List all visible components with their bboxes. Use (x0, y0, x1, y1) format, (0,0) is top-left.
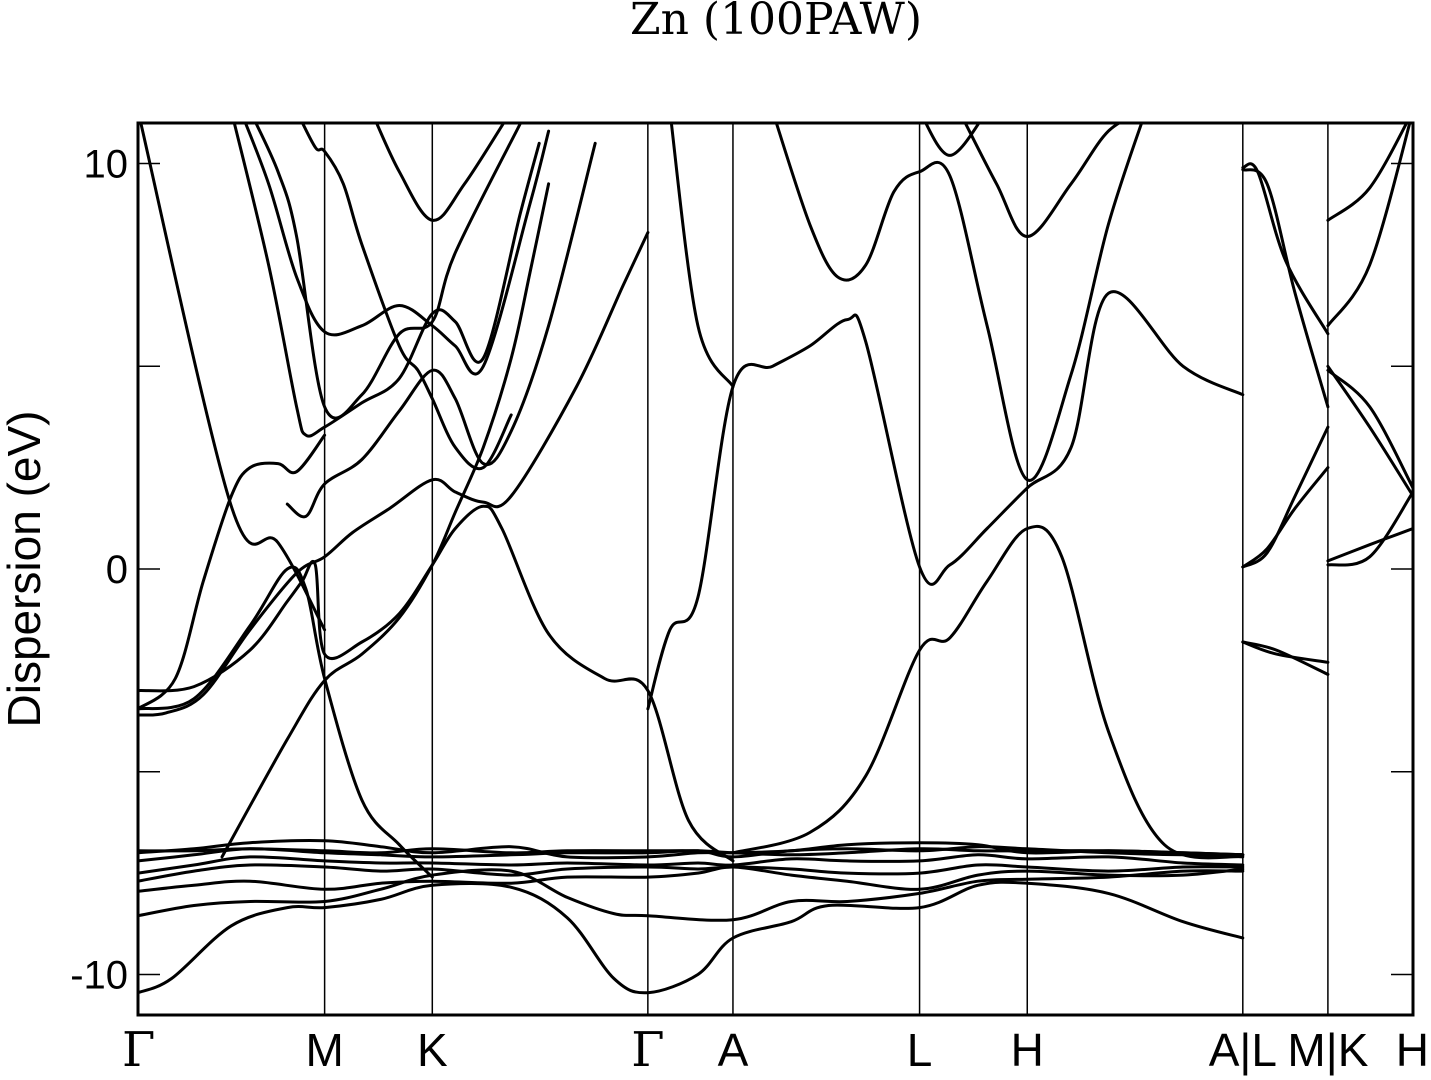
y-tick-label: 0 (106, 548, 128, 592)
band-line-26 (731, 524, 1245, 860)
band-line-18 (254, 123, 523, 420)
kpoint-label-8: M|K (1287, 1024, 1368, 1076)
kpoint-label-1: M (305, 1024, 343, 1076)
band-line-35 (1326, 368, 1413, 490)
band-line-34 (1326, 527, 1413, 563)
x-axis-kpoint-labels: Γ M K Γ A L H A|L M|K H (122, 1022, 1429, 1078)
kpoint-label-9: H (1396, 1024, 1429, 1076)
band-line-2 (138, 868, 1245, 922)
band-line-33 (1326, 490, 1413, 567)
y-axis-ticks: -10 0 10 (70, 143, 1413, 997)
band-line-11 (138, 565, 434, 879)
chart-title: Zn (100PAW) (630, 0, 922, 45)
band-line-36 (1326, 364, 1413, 498)
band-line-20 (138, 433, 327, 711)
band-line-17 (300, 123, 513, 471)
y-tick-label: -10 (70, 953, 128, 997)
band-line-37 (1326, 123, 1412, 328)
band-line-7 (138, 839, 1245, 860)
kpoint-label-0: Γ (122, 1022, 155, 1078)
plot-frame (136, 121, 1415, 1017)
band-line-23 (774, 123, 1144, 482)
band-line-29 (1241, 168, 1330, 409)
band-lines (138, 123, 1413, 995)
kpoint-label-6: H (1011, 1024, 1044, 1076)
band-line-38 (1326, 123, 1409, 222)
band-line-8 (138, 847, 1245, 857)
y-tick-label: 10 (84, 143, 129, 187)
band-line-4 (138, 863, 1245, 883)
band-line-3 (138, 865, 1245, 893)
band-line-13 (285, 141, 597, 519)
band-line-21 (646, 290, 1245, 711)
kpoint-label-3: Γ (631, 1022, 664, 1078)
band-line-15 (232, 123, 541, 438)
band-line-5 (138, 853, 1245, 875)
y-axis-label: Dispersion (eV) (0, 411, 50, 728)
band-line-30 (1241, 425, 1330, 569)
band-line-19 (374, 123, 506, 222)
kpoint-label-7: A|L (1209, 1024, 1277, 1076)
band-line-1 (138, 880, 1245, 995)
band-line-9 (138, 231, 650, 717)
band-line-22 (669, 123, 735, 388)
band-line-25 (963, 123, 1123, 238)
kpoint-label-5: L (907, 1024, 933, 1076)
kpoint-label-2: K (417, 1024, 448, 1076)
band-line-16 (243, 123, 551, 376)
kpoint-label-4: A (718, 1024, 749, 1076)
band-line-12 (220, 182, 551, 859)
band-line-32 (1241, 640, 1330, 676)
band-line-14 (139, 123, 327, 632)
band-line-28 (1241, 162, 1330, 336)
